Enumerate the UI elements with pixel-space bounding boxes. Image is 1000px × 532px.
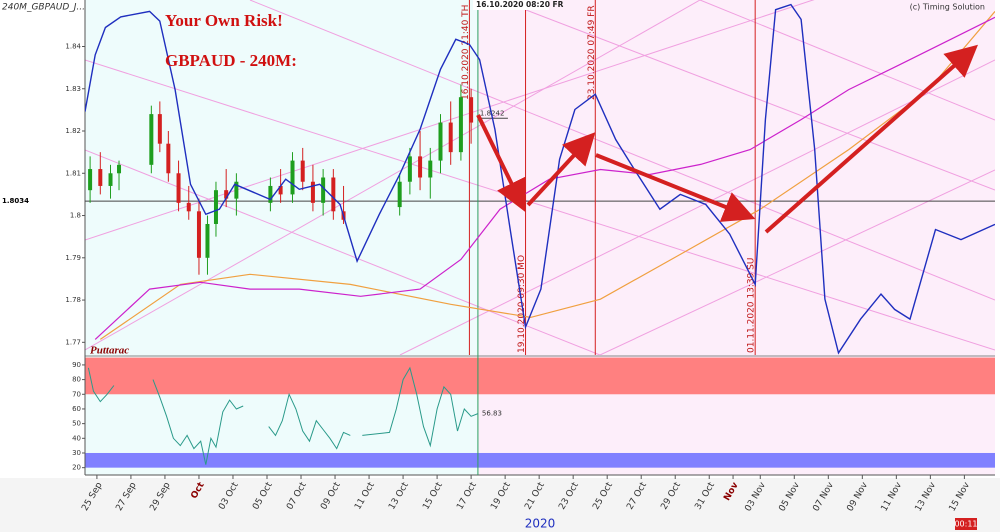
copyright: (c) Timing Solution (910, 3, 985, 12)
note-author: Puttarac (90, 345, 129, 357)
oscillator-band (85, 452, 995, 468)
oscillator-line (87, 366, 479, 465)
candle-body (321, 177, 326, 203)
osc-y-tick-label: 70 (72, 390, 81, 398)
event-label: 01.11.2020 13:39 SU (747, 258, 757, 354)
price-marker-label: 1.8242 (480, 109, 505, 117)
history-background (85, 0, 478, 475)
oscillator-band (85, 357, 995, 395)
y-tick-label: 1.79 (65, 254, 81, 262)
candle-body (176, 173, 181, 203)
y-tick-label: 1.77 (65, 338, 81, 346)
y-tick-label: 1.81 (65, 169, 81, 177)
series-line (99, 11, 995, 340)
y-tick-label: 1.84 (65, 42, 81, 50)
backgrounds (85, 0, 995, 475)
cursor-label: 16.10.2020 08:20 FR (476, 0, 564, 9)
event-label: 23.10.2020 07:49 FR (587, 5, 597, 100)
y-tick-label: 1.8 (70, 212, 81, 220)
candle-body (290, 160, 295, 195)
axis-strip (0, 478, 1000, 532)
chart-title: 240M_GBPAUD_J... (2, 3, 85, 13)
status-time: 00:11 (954, 520, 977, 529)
y-tick-label: 1.78 (65, 296, 81, 304)
osc-y-tick-label: 80 (72, 376, 81, 384)
candle-body (428, 160, 433, 178)
candle-body (196, 211, 201, 258)
projection-background (477, 0, 995, 475)
arrows (476, 44, 978, 234)
candle-body (224, 190, 229, 199)
candle-body (117, 164, 122, 174)
event-label: 16.10.2020 21:40 TH (461, 5, 471, 100)
candle-body (234, 181, 239, 199)
candle-body (149, 114, 154, 165)
candle-body (418, 156, 423, 178)
series-line (85, 3, 995, 355)
candle-body (458, 97, 463, 153)
status-box (955, 518, 977, 530)
candle-body (186, 202, 191, 212)
oscillator-value: 56.83 (482, 410, 502, 418)
osc-y-tick-label: 40 (72, 434, 81, 442)
candle-body (268, 185, 273, 203)
candle-body (438, 122, 443, 161)
candle-body (166, 143, 171, 174)
y-tick-label: 1.83 (65, 85, 81, 93)
candle-body (157, 114, 162, 144)
note-symbol: GBPAUD - 240M: (165, 51, 297, 70)
y-tick-label: 1.82 (65, 127, 81, 135)
candle-body (213, 190, 218, 224)
osc-y-tick-label: 50 (72, 420, 81, 428)
osc-y-tick-label: 30 (72, 449, 81, 457)
price-line-label: 1.8034 (2, 197, 29, 205)
candle-body (300, 160, 305, 182)
candle-body (448, 122, 453, 153)
osc-y-tick-label: 90 (72, 361, 81, 369)
note-risk: Your Own Risk! (165, 11, 283, 30)
candle-body (407, 156, 412, 182)
osc-y-tick-label: 20 (72, 464, 81, 472)
candle-body (310, 181, 315, 203)
candle-body (278, 185, 283, 195)
osc-y-tick-label: 60 (72, 405, 81, 413)
candle-body (331, 177, 336, 212)
candle-body (205, 223, 210, 258)
candle-body (108, 173, 113, 186)
candle-body (88, 169, 93, 191)
candle-body (397, 181, 402, 208)
cursor-label-box (473, 0, 549, 10)
candle-body (469, 97, 474, 123)
candle-body (98, 169, 103, 186)
year-label: 2020 (525, 517, 556, 531)
